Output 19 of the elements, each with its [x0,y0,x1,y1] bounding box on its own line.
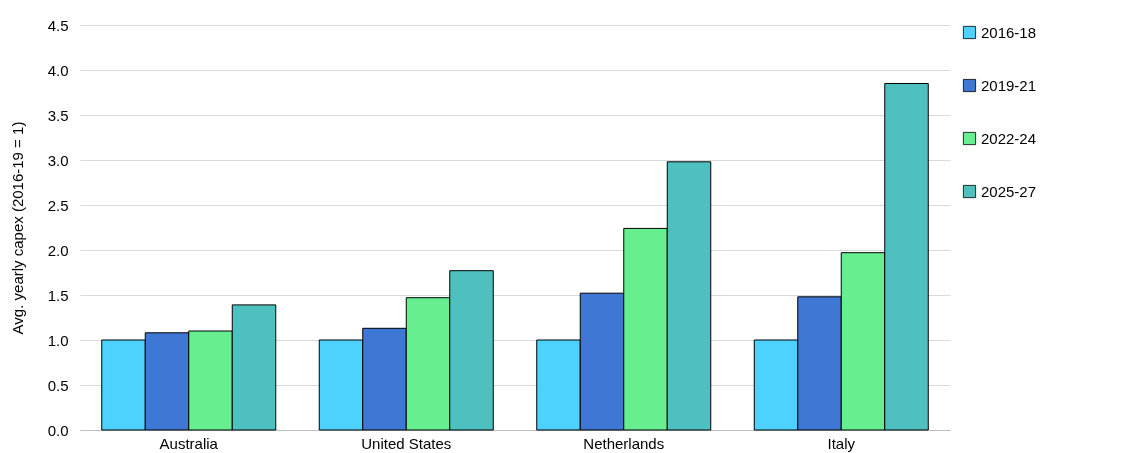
legend-label: 2016-18 [981,23,1037,41]
y-tick-label: 2.5 [47,196,69,214]
y-tick-label: 1.5 [47,286,69,304]
legend-label: 2022-24 [981,129,1037,147]
y-tick-label: 3.5 [47,106,69,124]
y-tick-label: 3.0 [47,151,69,169]
x-tick-label: Italy [827,434,856,452]
y-tick-label: 4.0 [47,61,69,79]
y-tick-label: 0.0 [47,421,69,439]
legend-label: 2025-27 [981,182,1037,200]
y-axis-title: Avg. yearly capex (2016-19 = 1) [8,121,26,335]
x-tick-label: United States [361,434,452,452]
x-tick-label: Netherlands [583,434,665,452]
y-tick-label: 0.5 [47,376,69,394]
y-tick-label: 4.5 [47,16,69,34]
y-tick-label: 2.0 [47,241,69,259]
y-tick-label: 1.0 [47,331,69,349]
x-tick-label: Australia [159,434,219,452]
legend-label: 2019-21 [981,76,1037,94]
